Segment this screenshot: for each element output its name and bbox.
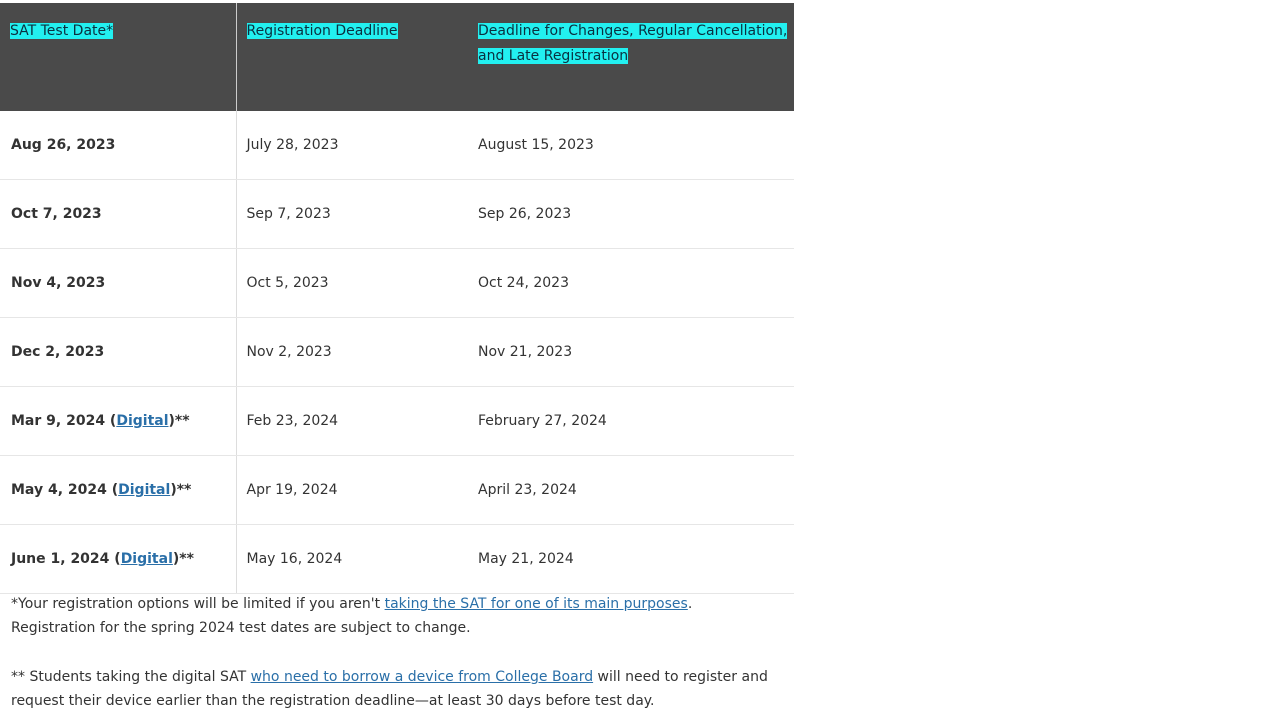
test-date-cell: Mar 9, 2024 (Digital)** xyxy=(0,386,237,456)
changes-deadline-cell: Oct 24, 2023 xyxy=(468,248,794,318)
header-registration-deadline: Registration Deadline xyxy=(236,3,468,111)
borrow-device-link[interactable]: who need to borrow a device from College… xyxy=(250,669,594,685)
changes-deadline-cell: Sep 26, 2023 xyxy=(468,179,794,249)
table-row: June 1, 2024 (Digital)** May 16, 2024 May … xyxy=(0,524,794,594)
registration-deadline-cell: Apr 19, 2024 xyxy=(236,455,468,525)
table-row: Nov 4, 2023 Oct 5, 2023 Oct 24, 2023 xyxy=(0,248,794,318)
table-row: Dec 2, 2023 Nov 2, 2023 Nov 21, 2023 xyxy=(0,317,794,387)
test-date-cell: Oct 7, 2023 xyxy=(0,179,237,249)
changes-deadline-cell: Nov 21, 2023 xyxy=(468,317,794,387)
digital-link[interactable]: Digital xyxy=(120,551,173,567)
footnote-2: ** Students taking the digital SAT who n… xyxy=(11,669,768,709)
test-date-cell: May 4, 2024 (Digital)** xyxy=(0,455,237,525)
main-purposes-link[interactable]: taking the SAT for one of its main purpo… xyxy=(384,596,688,612)
table-row: Mar 9, 2024 (Digital)** Feb 23, 2024 Febru… xyxy=(0,386,794,456)
changes-deadline-cell: April 23, 2024 xyxy=(468,455,794,525)
footnote-1: *Your registration options will be limit… xyxy=(11,596,693,636)
table-row: Oct 7, 2023 Sep 7, 2023 Sep 26, 2023 xyxy=(0,179,794,249)
changes-deadline-cell: February 27, 2024 xyxy=(468,386,794,456)
test-date-cell: Aug 26, 2023 xyxy=(0,111,237,180)
registration-deadline-cell: Feb 23, 2024 xyxy=(236,386,468,456)
test-date-cell: Nov 4, 2023 xyxy=(0,248,237,318)
header-test-date: SAT Test Date* xyxy=(0,3,237,111)
footnotes: *Your registration options will be limit… xyxy=(11,592,768,720)
sat-dates-document: SAT Test Date* Registration Deadline Dea… xyxy=(0,3,794,720)
registration-deadline-cell: July 28, 2023 xyxy=(236,111,468,180)
table-row: May 4, 2024 (Digital)** Apr 19, 2024 April… xyxy=(0,455,794,525)
sat-dates-table: SAT Test Date* Registration Deadline Dea… xyxy=(0,3,794,594)
header-changes-deadline: Deadline for Changes, Regular Cancellati… xyxy=(468,3,794,111)
registration-deadline-cell: May 16, 2024 xyxy=(236,524,468,594)
registration-deadline-cell: Nov 2, 2023 xyxy=(236,317,468,387)
digital-link[interactable]: Digital xyxy=(116,413,169,429)
registration-deadline-cell: Sep 7, 2023 xyxy=(236,179,468,249)
table-header-row: SAT Test Date* Registration Deadline Dea… xyxy=(0,3,794,111)
digital-link[interactable]: Digital xyxy=(118,482,171,498)
registration-deadline-cell: Oct 5, 2023 xyxy=(236,248,468,318)
table-row: Aug 26, 2023 July 28, 2023 August 15, 2023 xyxy=(0,111,794,180)
test-date-cell: Dec 2, 2023 xyxy=(0,317,237,387)
changes-deadline-cell: May 21, 2024 xyxy=(468,524,794,594)
changes-deadline-cell: August 15, 2023 xyxy=(468,111,794,180)
test-date-cell: June 1, 2024 (Digital)** xyxy=(0,524,237,594)
